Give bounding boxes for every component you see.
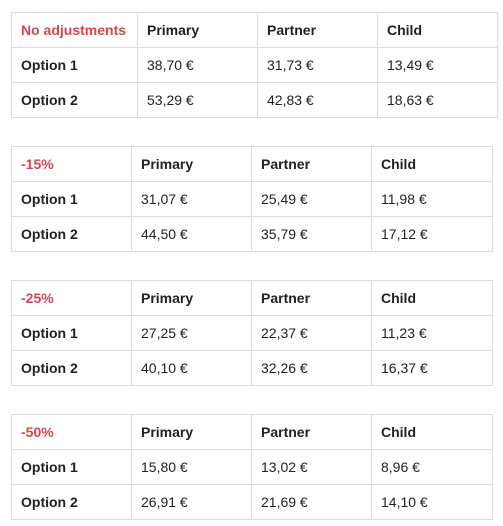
column-header-primary: Primary [131,414,252,450]
column-header-partner: Partner [251,146,372,182]
column-header-primary: Primary [137,12,258,48]
price-table-minus-25: -25% Primary Partner Child Option 1 27,2… [11,280,493,386]
column-header-partner: Partner [257,12,378,48]
row-label: Option 2 [11,484,132,520]
price-cell: 38,70 € [137,47,258,83]
price-cell: 42,83 € [257,82,378,118]
row-label: Option 1 [11,315,132,351]
column-header-primary: Primary [131,146,252,182]
price-cell: 18,63 € [377,82,498,118]
price-cell: 11,23 € [371,315,493,351]
price-cell: 35,79 € [251,216,372,252]
table-row: Option 1 38,70 € 31,73 € 13,49 € [11,47,498,83]
table-row: Option 2 53,29 € 42,83 € 18,63 € [11,82,498,118]
column-header-primary: Primary [131,280,252,316]
price-cell: 31,73 € [257,47,378,83]
column-header-partner: Partner [251,280,372,316]
price-cell: 15,80 € [131,449,252,485]
row-label: Option 1 [11,449,132,485]
price-cell: 44,50 € [131,216,252,252]
price-cell: 53,29 € [137,82,258,118]
price-cell: 16,37 € [371,350,493,386]
price-cell: 11,98 € [371,181,493,217]
table-header-row: -50% Primary Partner Child [11,414,493,450]
price-cell: 14,10 € [371,484,493,520]
table-title: -15% [11,146,132,182]
table-header-row: -15% Primary Partner Child [11,146,493,182]
table-title: -25% [11,280,132,316]
column-header-partner: Partner [251,414,372,450]
price-table-minus-15: -15% Primary Partner Child Option 1 31,0… [11,146,493,252]
table-header-row: -25% Primary Partner Child [11,280,493,316]
table-row: Option 1 31,07 € 25,49 € 11,98 € [11,181,493,217]
price-cell: 21,69 € [251,484,372,520]
table-title: No adjustments [11,12,138,48]
price-cell: 31,07 € [131,181,252,217]
price-cell: 13,49 € [377,47,498,83]
price-table-no-adjustments: No adjustments Primary Partner Child Opt… [11,12,498,118]
table-row: Option 2 40,10 € 32,26 € 16,37 € [11,350,493,386]
column-header-child: Child [371,280,493,316]
row-label: Option 1 [11,47,138,83]
price-cell: 26,91 € [131,484,252,520]
price-cell: 32,26 € [251,350,372,386]
price-cell: 13,02 € [251,449,372,485]
table-row: Option 2 44,50 € 35,79 € 17,12 € [11,216,493,252]
row-label: Option 2 [11,216,132,252]
table-header-row: No adjustments Primary Partner Child [11,12,498,48]
table-row: Option 1 15,80 € 13,02 € 8,96 € [11,449,493,485]
column-header-child: Child [377,12,498,48]
column-header-child: Child [371,414,493,450]
column-header-child: Child [371,146,493,182]
price-cell: 8,96 € [371,449,493,485]
price-cell: 40,10 € [131,350,252,386]
row-label: Option 1 [11,181,132,217]
price-table-minus-50: -50% Primary Partner Child Option 1 15,8… [11,414,493,520]
price-cell: 17,12 € [371,216,493,252]
table-row: Option 2 26,91 € 21,69 € 14,10 € [11,484,493,520]
table-title: -50% [11,414,132,450]
row-label: Option 2 [11,350,132,386]
table-row: Option 1 27,25 € 22,37 € 11,23 € [11,315,493,351]
row-label: Option 2 [11,82,138,118]
price-cell: 27,25 € [131,315,252,351]
price-cell: 25,49 € [251,181,372,217]
price-cell: 22,37 € [251,315,372,351]
